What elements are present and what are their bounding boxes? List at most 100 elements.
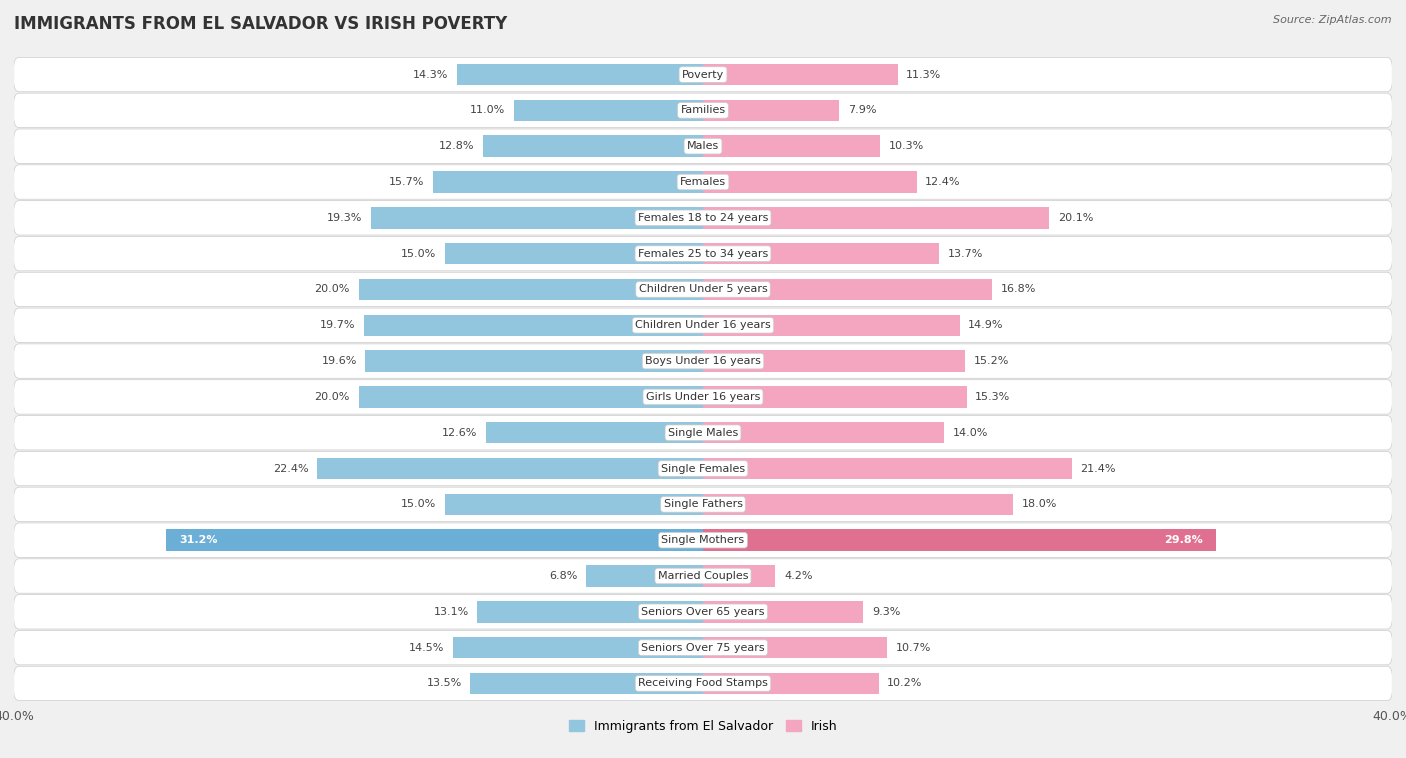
Text: 22.4%: 22.4% — [273, 464, 308, 474]
Bar — [318, 458, 703, 479]
Bar — [366, 350, 703, 372]
Text: 13.5%: 13.5% — [426, 678, 461, 688]
Text: 7.9%: 7.9% — [848, 105, 876, 115]
Bar — [703, 315, 960, 336]
Text: Single Females: Single Females — [661, 464, 745, 474]
FancyBboxPatch shape — [14, 594, 1392, 629]
FancyBboxPatch shape — [14, 164, 1392, 199]
Text: 10.3%: 10.3% — [889, 141, 924, 151]
FancyBboxPatch shape — [14, 451, 1392, 486]
FancyBboxPatch shape — [14, 415, 1392, 450]
Text: Single Fathers: Single Fathers — [664, 500, 742, 509]
FancyBboxPatch shape — [14, 666, 1392, 700]
Text: 9.3%: 9.3% — [872, 607, 900, 617]
Text: 12.8%: 12.8% — [439, 141, 474, 151]
Text: 14.0%: 14.0% — [953, 428, 988, 437]
Text: Children Under 5 years: Children Under 5 years — [638, 284, 768, 294]
Bar — [703, 171, 917, 193]
FancyBboxPatch shape — [14, 523, 1392, 557]
Bar — [359, 279, 703, 300]
Text: 15.3%: 15.3% — [976, 392, 1011, 402]
Bar — [478, 601, 703, 622]
FancyBboxPatch shape — [14, 344, 1392, 378]
Text: 14.9%: 14.9% — [969, 321, 1004, 330]
Text: Females: Females — [681, 177, 725, 187]
Text: Families: Families — [681, 105, 725, 115]
FancyBboxPatch shape — [14, 380, 1392, 414]
Bar — [703, 493, 1012, 515]
Text: 19.3%: 19.3% — [326, 213, 361, 223]
FancyBboxPatch shape — [14, 631, 1392, 665]
Bar — [703, 529, 1216, 551]
Text: 4.2%: 4.2% — [785, 571, 813, 581]
Bar — [703, 207, 1049, 229]
Text: 20.0%: 20.0% — [315, 284, 350, 294]
Bar — [703, 386, 966, 408]
Bar — [703, 99, 839, 121]
Text: Seniors Over 65 years: Seniors Over 65 years — [641, 607, 765, 617]
Bar — [703, 279, 993, 300]
FancyBboxPatch shape — [14, 201, 1392, 235]
Bar — [482, 136, 703, 157]
Bar — [433, 171, 703, 193]
Text: Boys Under 16 years: Boys Under 16 years — [645, 356, 761, 366]
Text: 19.6%: 19.6% — [322, 356, 357, 366]
Text: 31.2%: 31.2% — [180, 535, 218, 545]
Text: 14.3%: 14.3% — [413, 70, 449, 80]
Bar — [166, 529, 703, 551]
Bar — [703, 422, 945, 443]
Text: Children Under 16 years: Children Under 16 years — [636, 321, 770, 330]
FancyBboxPatch shape — [14, 93, 1392, 127]
Bar — [586, 565, 703, 587]
Text: Receiving Food Stamps: Receiving Food Stamps — [638, 678, 768, 688]
Text: Males: Males — [688, 141, 718, 151]
Text: Single Males: Single Males — [668, 428, 738, 437]
Text: Females 18 to 24 years: Females 18 to 24 years — [638, 213, 768, 223]
Text: Females 25 to 34 years: Females 25 to 34 years — [638, 249, 768, 258]
Bar — [703, 243, 939, 265]
Text: 20.1%: 20.1% — [1057, 213, 1094, 223]
Bar — [359, 386, 703, 408]
Text: 20.0%: 20.0% — [315, 392, 350, 402]
Bar — [703, 136, 880, 157]
Bar — [364, 315, 703, 336]
Text: 16.8%: 16.8% — [1001, 284, 1036, 294]
Text: 11.0%: 11.0% — [470, 105, 505, 115]
Text: 15.0%: 15.0% — [401, 249, 436, 258]
Text: 15.7%: 15.7% — [388, 177, 425, 187]
FancyBboxPatch shape — [14, 308, 1392, 343]
Text: Source: ZipAtlas.com: Source: ZipAtlas.com — [1274, 15, 1392, 25]
Text: 10.2%: 10.2% — [887, 678, 922, 688]
FancyBboxPatch shape — [14, 236, 1392, 271]
Bar — [513, 99, 703, 121]
Bar — [371, 207, 703, 229]
FancyBboxPatch shape — [14, 487, 1392, 522]
Text: Single Mothers: Single Mothers — [661, 535, 745, 545]
Bar — [703, 601, 863, 622]
Text: 14.5%: 14.5% — [409, 643, 444, 653]
Text: IMMIGRANTS FROM EL SALVADOR VS IRISH POVERTY: IMMIGRANTS FROM EL SALVADOR VS IRISH POV… — [14, 15, 508, 33]
Text: 13.1%: 13.1% — [433, 607, 468, 617]
Text: 12.4%: 12.4% — [925, 177, 960, 187]
Bar — [703, 64, 897, 86]
Bar — [703, 458, 1071, 479]
Text: 15.2%: 15.2% — [973, 356, 1008, 366]
FancyBboxPatch shape — [14, 559, 1392, 594]
FancyBboxPatch shape — [14, 58, 1392, 92]
Text: Poverty: Poverty — [682, 70, 724, 80]
Text: 15.0%: 15.0% — [401, 500, 436, 509]
Bar — [453, 637, 703, 659]
Text: 29.8%: 29.8% — [1164, 535, 1202, 545]
Bar — [703, 672, 879, 694]
Text: 10.7%: 10.7% — [896, 643, 931, 653]
Text: 11.3%: 11.3% — [907, 70, 942, 80]
Text: Seniors Over 75 years: Seniors Over 75 years — [641, 643, 765, 653]
Text: 6.8%: 6.8% — [548, 571, 578, 581]
Legend: Immigrants from El Salvador, Irish: Immigrants from El Salvador, Irish — [564, 715, 842, 738]
Bar — [444, 243, 703, 265]
FancyBboxPatch shape — [14, 129, 1392, 164]
Text: Married Couples: Married Couples — [658, 571, 748, 581]
Text: 19.7%: 19.7% — [319, 321, 356, 330]
Text: 21.4%: 21.4% — [1080, 464, 1116, 474]
Bar — [444, 493, 703, 515]
